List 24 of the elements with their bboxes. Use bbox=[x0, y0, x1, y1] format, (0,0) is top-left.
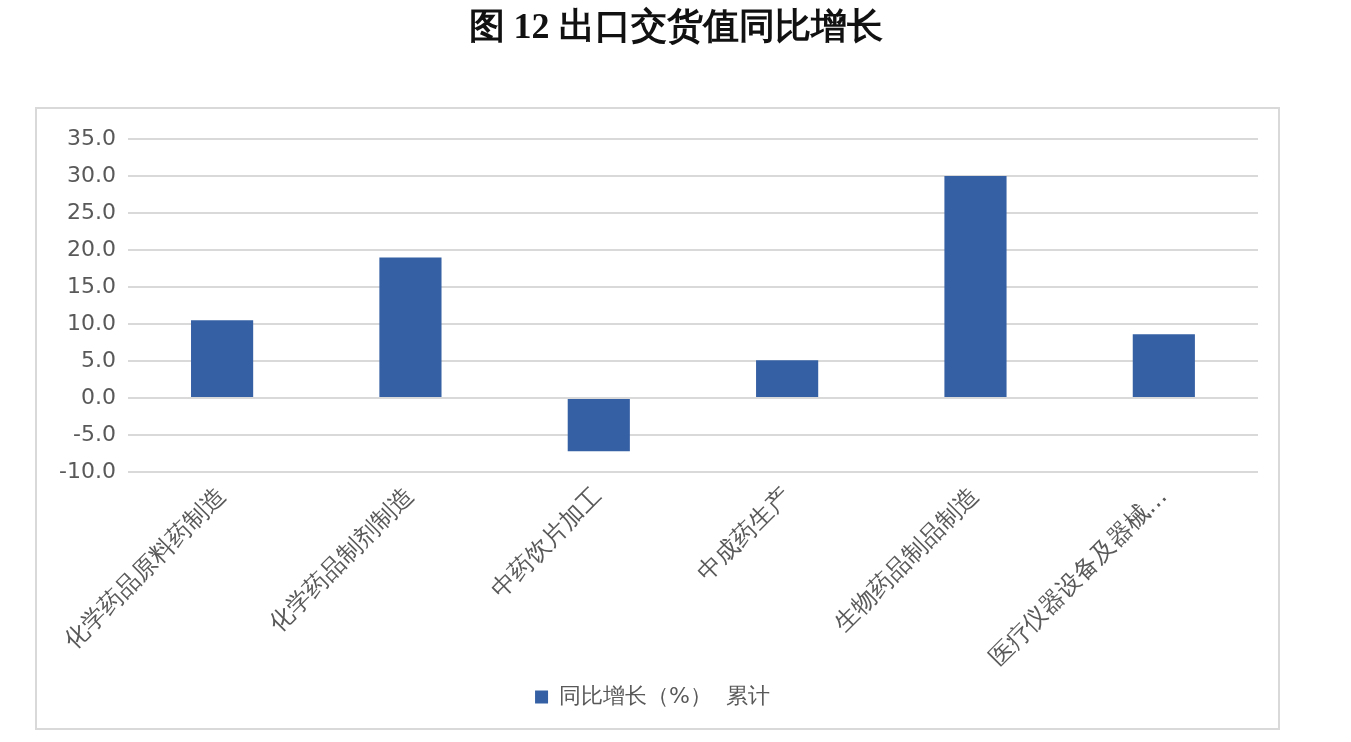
chart-title: 图 12 出口交货值同比增长 bbox=[467, 5, 884, 48]
y-tick-label: -5.0 bbox=[72, 420, 116, 446]
y-tick-label: 0.0 bbox=[80, 383, 116, 409]
bar bbox=[1132, 334, 1195, 397]
bar bbox=[379, 257, 442, 397]
x-tick-label: 化学药品原料药制造 bbox=[58, 481, 231, 655]
x-tick-label: 生物药品制品制造 bbox=[828, 481, 985, 638]
y-tick-label: 25.0 bbox=[66, 198, 116, 224]
bar bbox=[944, 175, 1007, 397]
y-tick-label: 20.0 bbox=[66, 235, 116, 261]
bar bbox=[567, 398, 630, 452]
bar bbox=[756, 360, 819, 397]
x-tick-label: 中成药生产 bbox=[691, 481, 796, 587]
y-tick-label: -10.0 bbox=[58, 457, 116, 483]
y-tick-label: 15.0 bbox=[66, 272, 116, 298]
legend-label: 同比增长（%） 累计 bbox=[559, 682, 770, 708]
y-tick-label: 5.0 bbox=[80, 346, 116, 372]
x-tick-label: 中药饮片加工 bbox=[485, 481, 608, 604]
x-tick-label: 医疗仪器设备及器械… bbox=[982, 481, 1173, 672]
bar bbox=[191, 320, 254, 397]
y-tick-label: 10.0 bbox=[66, 309, 116, 335]
x-tick-label: 化学药品制剂制造 bbox=[263, 481, 420, 638]
y-tick-label: 30.0 bbox=[66, 161, 116, 187]
y-tick-label: 35.0 bbox=[66, 124, 116, 150]
